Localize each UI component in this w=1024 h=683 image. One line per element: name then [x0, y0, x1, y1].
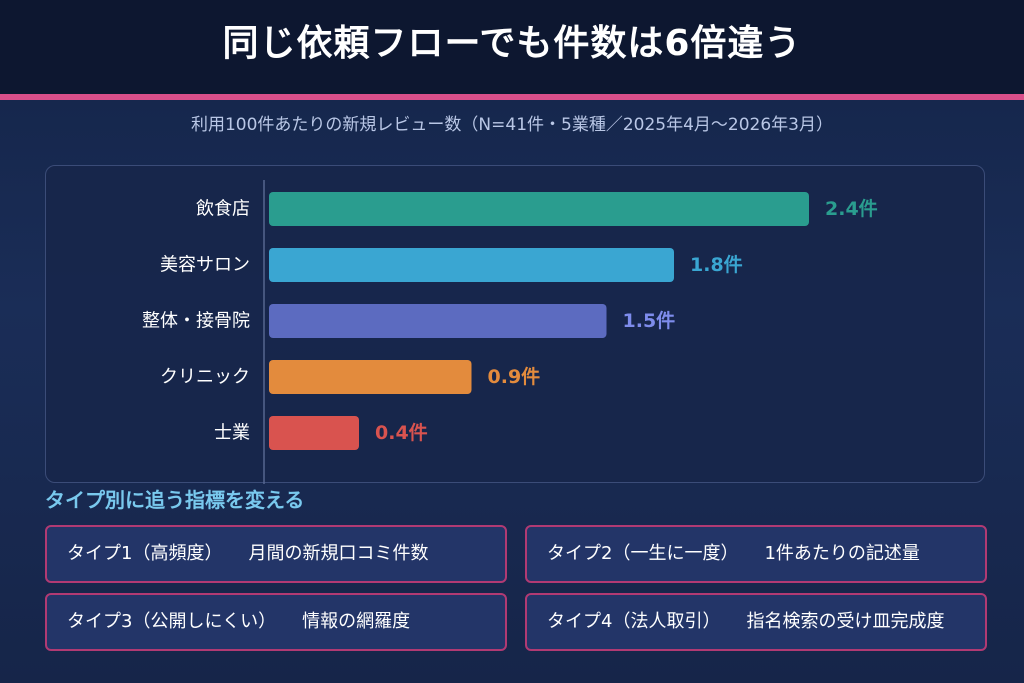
- bar: [269, 416, 359, 450]
- bar: [269, 192, 809, 226]
- accent-divider: [0, 94, 1024, 100]
- value-label: 0.9件: [488, 365, 541, 388]
- page-title: 同じ依頼フローでも件数は6倍違う: [222, 23, 802, 64]
- category-label: 士業: [214, 423, 250, 444]
- section-title: タイプ別に追う指標を変える: [45, 488, 305, 512]
- type-card-1: タイプ1（高頻度） 月間の新規口コミ件数: [45, 525, 507, 583]
- bar-chart-panel: 飲食店 2.4件美容サロン 1.8件整体・接骨院 1.5件クリニック 0.9件士業 0.4…: [45, 165, 985, 484]
- title-header: 同じ依頼フローでも件数は6倍違う: [0, 0, 1024, 94]
- category-label: 整体・接骨院: [142, 311, 250, 332]
- type-card-label: タイプ4（法人取引）: [547, 611, 721, 632]
- type-card-3: タイプ3（公開しにくい） 情報の網羅度: [45, 593, 507, 651]
- type-card-metric: 指名検索の受け皿完成度: [746, 611, 945, 632]
- category-label: クリニック: [160, 367, 250, 388]
- page-subtitle: 利用100件あたりの新規レビュー数（N=41件・5業種／2025年4月〜2026…: [190, 115, 833, 135]
- bar: [269, 360, 472, 394]
- category-label: 飲食店: [196, 199, 250, 220]
- type-card-2: タイプ2（一生に一度） 1件あたりの記述量: [525, 525, 987, 583]
- type-card-metric: 月間の新規口コミ件数: [248, 543, 429, 564]
- type-card-4: タイプ4（法人取引） 指名検索の受け皿完成度: [525, 593, 987, 651]
- value-label: 1.8件: [690, 253, 743, 276]
- type-card-label: タイプ1（高頻度）: [67, 543, 223, 564]
- bar: [269, 304, 607, 338]
- type-card-metric: 情報の網羅度: [302, 611, 411, 632]
- value-label: 2.4件: [825, 197, 878, 220]
- type-card-metric: 1件あたりの記述量: [764, 543, 920, 564]
- value-label: 1.5件: [623, 309, 676, 332]
- value-label: 0.4件: [375, 421, 428, 444]
- type-card-label: タイプ2（一生に一度）: [547, 543, 739, 564]
- bar: [269, 248, 674, 282]
- type-card-label: タイプ3（公開しにくい）: [67, 611, 277, 632]
- category-label: 美容サロン: [160, 255, 250, 276]
